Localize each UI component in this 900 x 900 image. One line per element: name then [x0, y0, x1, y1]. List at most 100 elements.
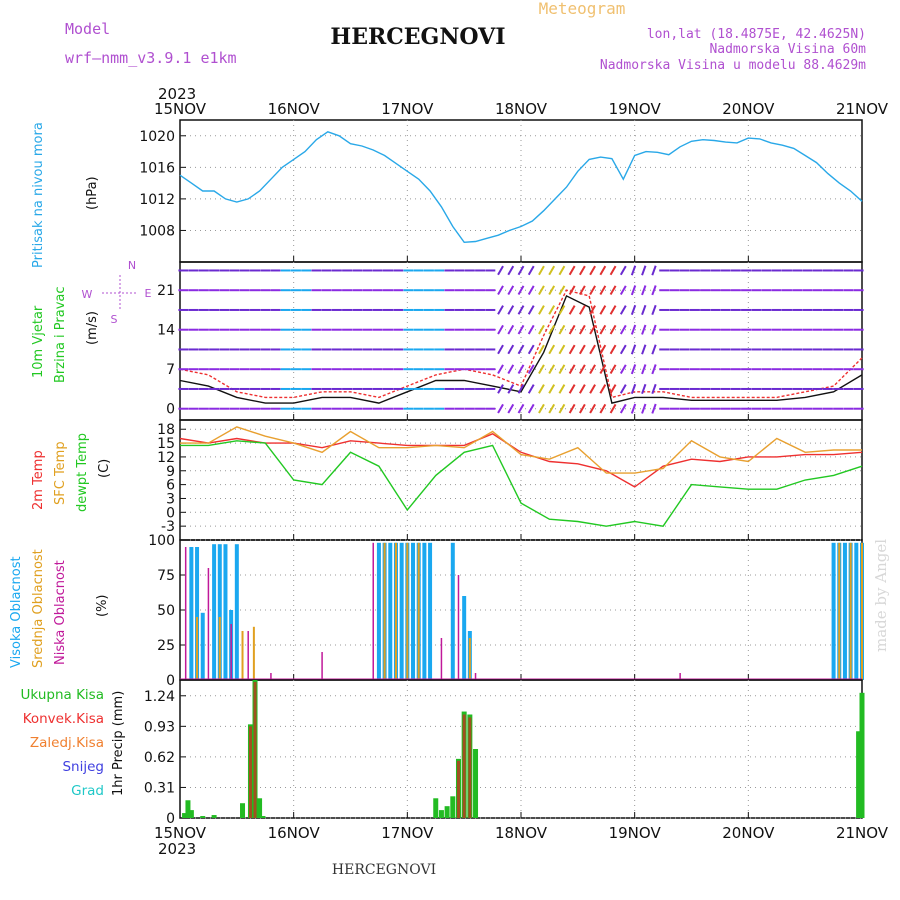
- bar-ukupna-kisa: [450, 796, 456, 818]
- bar-visoka-oblacnost: [428, 542, 433, 680]
- bar-niska-oblacnost: [184, 547, 187, 680]
- bar-konvek-kisa: [253, 681, 257, 818]
- bar-visoka-oblacnost: [411, 542, 416, 680]
- bar-ukupna-kisa: [438, 810, 444, 818]
- wind-arrow: [558, 285, 566, 296]
- svg-text:Niska Oblacnost: Niska Oblacnost: [53, 560, 68, 665]
- precip-ylabel: 1hr Precip (mm): [111, 691, 126, 796]
- bar-visoka-oblacnost: [212, 544, 217, 680]
- y-tick-label: 12: [157, 450, 175, 466]
- wind-arrow: [538, 384, 545, 394]
- svg-text:dewpt Temp: dewpt Temp: [75, 433, 90, 512]
- wind-arrow: [599, 384, 607, 394]
- wind-arrow: [579, 265, 586, 276]
- wind-arrow: [589, 344, 596, 355]
- svg-text:SFC Temp: SFC Temp: [53, 441, 68, 505]
- wind-arrow: [568, 305, 576, 315]
- bar-ukupna-kisa: [182, 813, 188, 818]
- wind-arrow: [589, 305, 596, 315]
- wind-arrow: [641, 383, 647, 395]
- wind-arrow: [517, 324, 525, 335]
- x-tick-bottom: 16NOV: [268, 824, 321, 842]
- pressure-panel: 1008 1012 1016 1020: [139, 119, 863, 263]
- bar-niska-oblacnost: [474, 673, 477, 680]
- model-elevation-label: Nadmorska Visina u modelu 88.4629m: [600, 58, 866, 73]
- y-tick-label: 6: [166, 478, 175, 494]
- compass-label: N: [128, 259, 136, 272]
- wind-arrow: [579, 403, 586, 414]
- bar-visoka-oblacnost: [200, 612, 205, 680]
- bar-srednja-oblacnost: [838, 542, 841, 680]
- wind-arrow: [507, 285, 515, 296]
- bar-niska-oblacnost: [372, 542, 374, 680]
- wind-arrow: [641, 403, 647, 414]
- legend-item: Ukupna Kisa: [21, 687, 104, 703]
- bar-srednja-oblacnost: [241, 631, 244, 680]
- bar-niska-oblacnost: [679, 673, 681, 680]
- wind-arrow: [548, 324, 556, 335]
- wind-arrow: [589, 384, 596, 394]
- svg-text:1hr Precip (mm): 1hr Precip (mm): [111, 691, 126, 796]
- wind-arrow: [651, 285, 657, 296]
- wind-panel: 0 7 14 21: [157, 261, 864, 421]
- wind-arrow: [599, 344, 607, 355]
- series-dewpt-temp: [180, 440, 863, 527]
- footer-title: HERCEGNOVI: [332, 862, 436, 878]
- wind-arrow: [651, 344, 657, 355]
- wind-arrow: [599, 265, 607, 276]
- wind-arrow: [641, 344, 647, 355]
- wind-arrow: [497, 384, 504, 394]
- svg-text:10m Vjetar: 10m Vjetar: [31, 305, 46, 378]
- series-sfc-temp: [180, 426, 862, 474]
- wind-arrow: [568, 265, 576, 276]
- y-tick-label: 0: [166, 505, 175, 521]
- wind-arrow: [568, 364, 576, 375]
- y-tick-label: 25: [157, 638, 175, 654]
- wind-arrow: [641, 285, 647, 296]
- model-name: wrf—nmm_v3.9.1 e1km: [65, 49, 237, 67]
- bar-niska-oblacnost: [270, 673, 272, 680]
- legend-item: Grad: [71, 783, 104, 799]
- wind-arrow: [619, 364, 627, 375]
- wind-arrow: [527, 285, 535, 296]
- x-axis-bottom: 15NOV 16NOV 17NOV 18NOV 19NOV 20NOV 21NOV: [154, 824, 889, 842]
- bar-ukupna-kisa: [859, 692, 865, 818]
- bar-konvek-kisa: [462, 714, 466, 818]
- elevation-label: Nadmorska Visina 60m: [709, 42, 866, 57]
- wind-arrow: [630, 304, 637, 316]
- y-tick-label: 0: [166, 402, 175, 418]
- wind-arrow: [558, 403, 566, 414]
- wind-arrow: [630, 265, 637, 276]
- svg-text:(%): (%): [95, 595, 110, 618]
- legend-item: Konvek.Kisa: [23, 711, 104, 727]
- wind-arrow: [497, 344, 504, 355]
- bar-visoka-oblacnost: [842, 542, 847, 680]
- wind-arrow: [579, 305, 586, 315]
- x-tick-top: 16NOV: [268, 100, 321, 118]
- wind-arrow: [538, 344, 545, 355]
- x-tick-top: 15NOV: [154, 100, 207, 118]
- x-tick-top: 19NOV: [609, 100, 662, 118]
- wind-arrow: [568, 324, 576, 335]
- wind-arrow: [548, 285, 556, 296]
- bar-ukupna-kisa: [211, 815, 217, 818]
- wind-arrow: [568, 384, 576, 394]
- wind-arrow: [641, 364, 647, 375]
- wind-arrow: [558, 344, 566, 355]
- bar-srednja-oblacnost: [417, 542, 420, 680]
- bar-srednja-oblacnost: [252, 626, 255, 680]
- wind-arrow: [558, 305, 566, 315]
- wind-arrow: [609, 384, 617, 394]
- temp-ylabel: 2m Temp SFC Temp dewpt Temp (C): [31, 433, 112, 512]
- wind-arrow: [609, 344, 617, 355]
- y-tick-label: 100: [148, 533, 175, 549]
- wind-arrow: [517, 384, 525, 394]
- wind-arrow: [589, 324, 596, 335]
- wind-arrow: [579, 285, 586, 296]
- wind-arrow: [497, 265, 504, 276]
- svg-text:Srednja Oblacnost: Srednja Oblacnost: [31, 549, 46, 668]
- svg-text:(C): (C): [97, 459, 112, 478]
- wind-arrow: [579, 344, 586, 355]
- wind-arrow: [619, 305, 627, 315]
- y-tick-label: 75: [157, 568, 175, 584]
